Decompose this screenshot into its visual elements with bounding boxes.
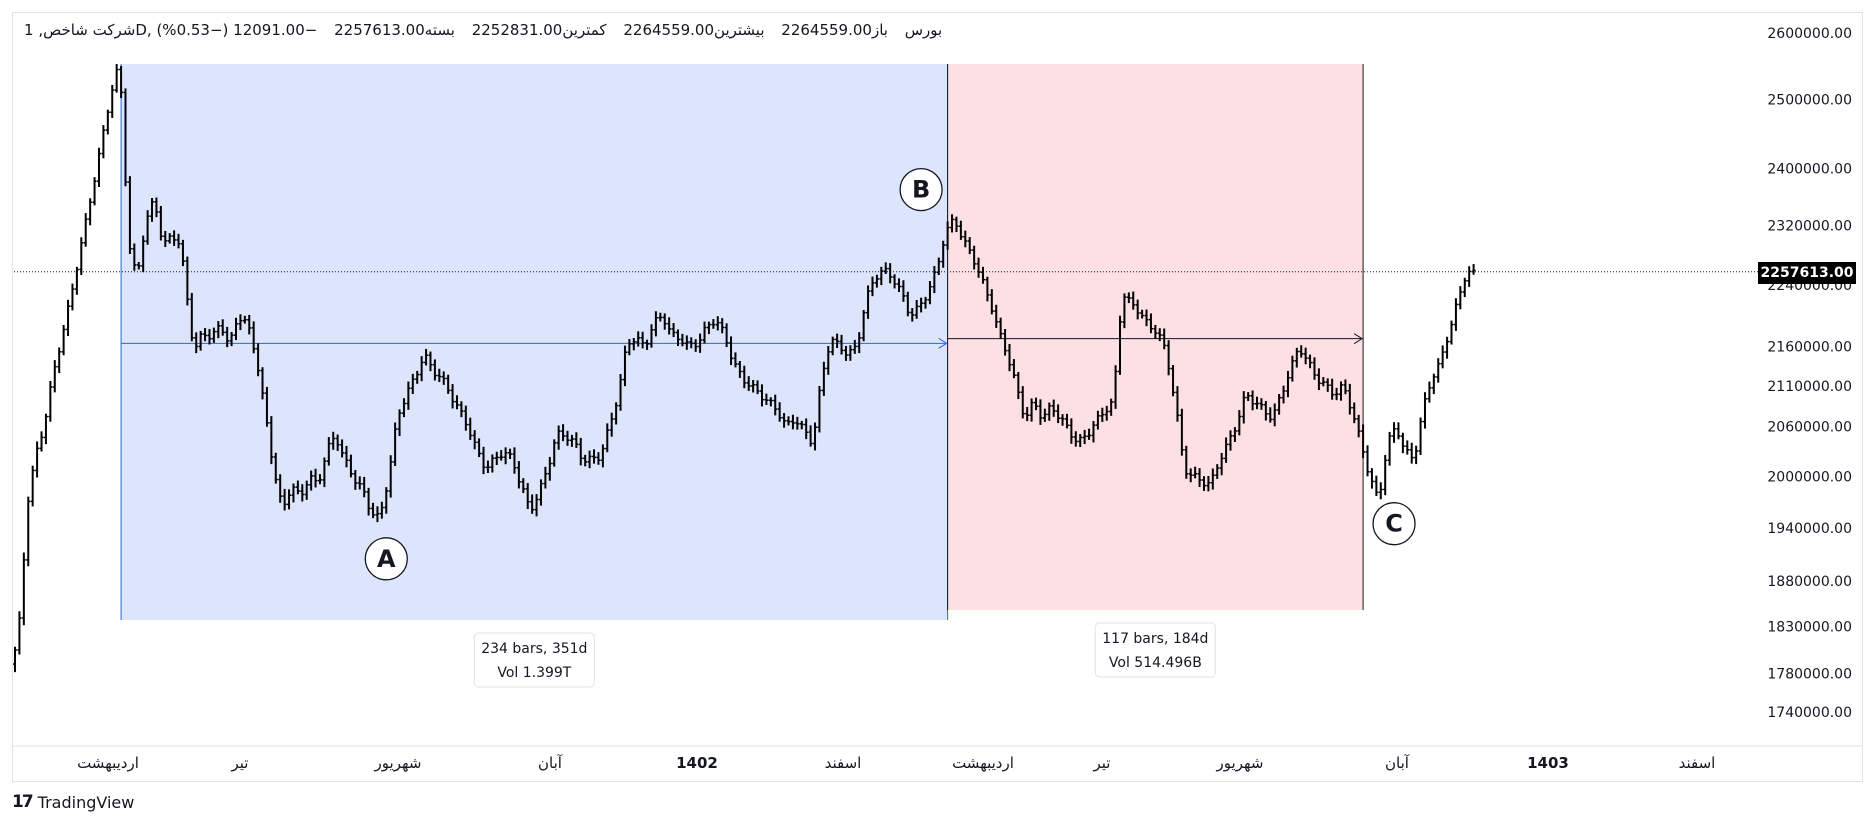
wave-point-c-circle — [1372, 502, 1416, 546]
change-value: −12091.00 (−0.53%) — [156, 21, 318, 39]
time-tick-label: اردیبهشت — [952, 754, 1014, 772]
time-tick-label: 1402 — [676, 754, 718, 772]
low-value: کمترین2252831.00 — [471, 21, 607, 39]
price-tick-label: 2500000.00 — [1767, 92, 1852, 108]
range-info-box — [473, 632, 595, 688]
price-tick-label: 2060000.00 — [1767, 420, 1852, 436]
time-tick-label: آبان — [1385, 754, 1410, 772]
range-B-arrow-head — [1353, 333, 1364, 345]
wave-point-a-circle — [364, 537, 408, 581]
price-tick-label: 2400000.00 — [1767, 161, 1852, 177]
time-tick-label: شهریور — [374, 754, 422, 772]
range-A-area — [121, 64, 948, 620]
time-tick-label: اردیبهشت — [77, 754, 139, 772]
range-info-bars: 234 bars, 351d — [481, 641, 587, 657]
wave-point-c-label: C — [1385, 510, 1403, 538]
range-A-arrow-head — [938, 337, 948, 349]
tradingview-name: TradingView — [37, 792, 135, 812]
wave-point-a-label: A — [377, 545, 396, 573]
tradingview-logo-icon: 17 — [12, 792, 34, 812]
last-price-tag: 2257613.00 — [1758, 262, 1856, 284]
range-info-boxes: 234 bars, 351d Vol 1.399T 117 bars, 184d Vo… — [473, 622, 1216, 688]
time-tick-label: اسفند — [1679, 754, 1716, 772]
range-info-box — [1094, 622, 1216, 678]
time-tick-label: تیر — [1093, 754, 1111, 772]
range-info-volume: Vol 1.399T — [497, 665, 571, 681]
time-tick-label: آبان — [538, 754, 563, 772]
price-tick-label: 2600000.00 — [1767, 26, 1852, 42]
price-tick-label: 2110000.00 — [1767, 379, 1852, 395]
range-info-volume: Vol 514.496B — [1109, 655, 1202, 671]
price-axis: 2600000.00 2500000.00 2400000.00 2320000.00… — [1767, 26, 1852, 721]
wave-points: A B C — [364, 167, 1416, 581]
tradingview-logo[interactable]: 17 TradingView — [12, 792, 134, 812]
wave-point-b-circle — [899, 167, 943, 212]
range-info-bars: 117 bars, 184d — [1102, 631, 1208, 647]
time-tick-label: تیر — [231, 754, 249, 772]
price-tick-label: 1830000.00 — [1767, 620, 1852, 636]
time-tick-label: اسفند — [825, 754, 862, 772]
price-tick-label: 1880000.00 — [1767, 574, 1852, 590]
price-tick-label: 1740000.00 — [1767, 705, 1852, 721]
price-tick-label: 2000000.00 — [1767, 470, 1852, 486]
date-price-ranges — [120, 64, 1364, 620]
ohlc-bars — [13, 64, 1476, 673]
price-tick-label: 2160000.00 — [1767, 339, 1852, 355]
wave-point-b-label: B — [912, 176, 930, 204]
open-value: باز2264559.00 — [781, 21, 888, 39]
time-tick-label: 1403 — [1527, 754, 1569, 772]
chart-frame — [12, 12, 1863, 782]
time-tick-label: شهریور — [1216, 754, 1264, 772]
high-value: بیشترین2264559.00 — [623, 21, 765, 39]
symbol-legend: شرکت شاخص, 1D, بورس باز2264559.00 بیشتری… — [24, 21, 954, 39]
close-value: بسته2257613.00 — [334, 21, 455, 39]
price-tick-label: 1780000.00 — [1767, 667, 1852, 683]
symbol-name: شرکت شاخص, 1D, بورس — [24, 21, 943, 39]
price-tick-label: 1940000.00 — [1767, 521, 1852, 537]
time-axis: اردیبهشت تیر شهریور آبان 1402 اسفند اردیبهشت تی… — [12, 745, 1862, 772]
price-tick-label: 2320000.00 — [1767, 219, 1852, 235]
